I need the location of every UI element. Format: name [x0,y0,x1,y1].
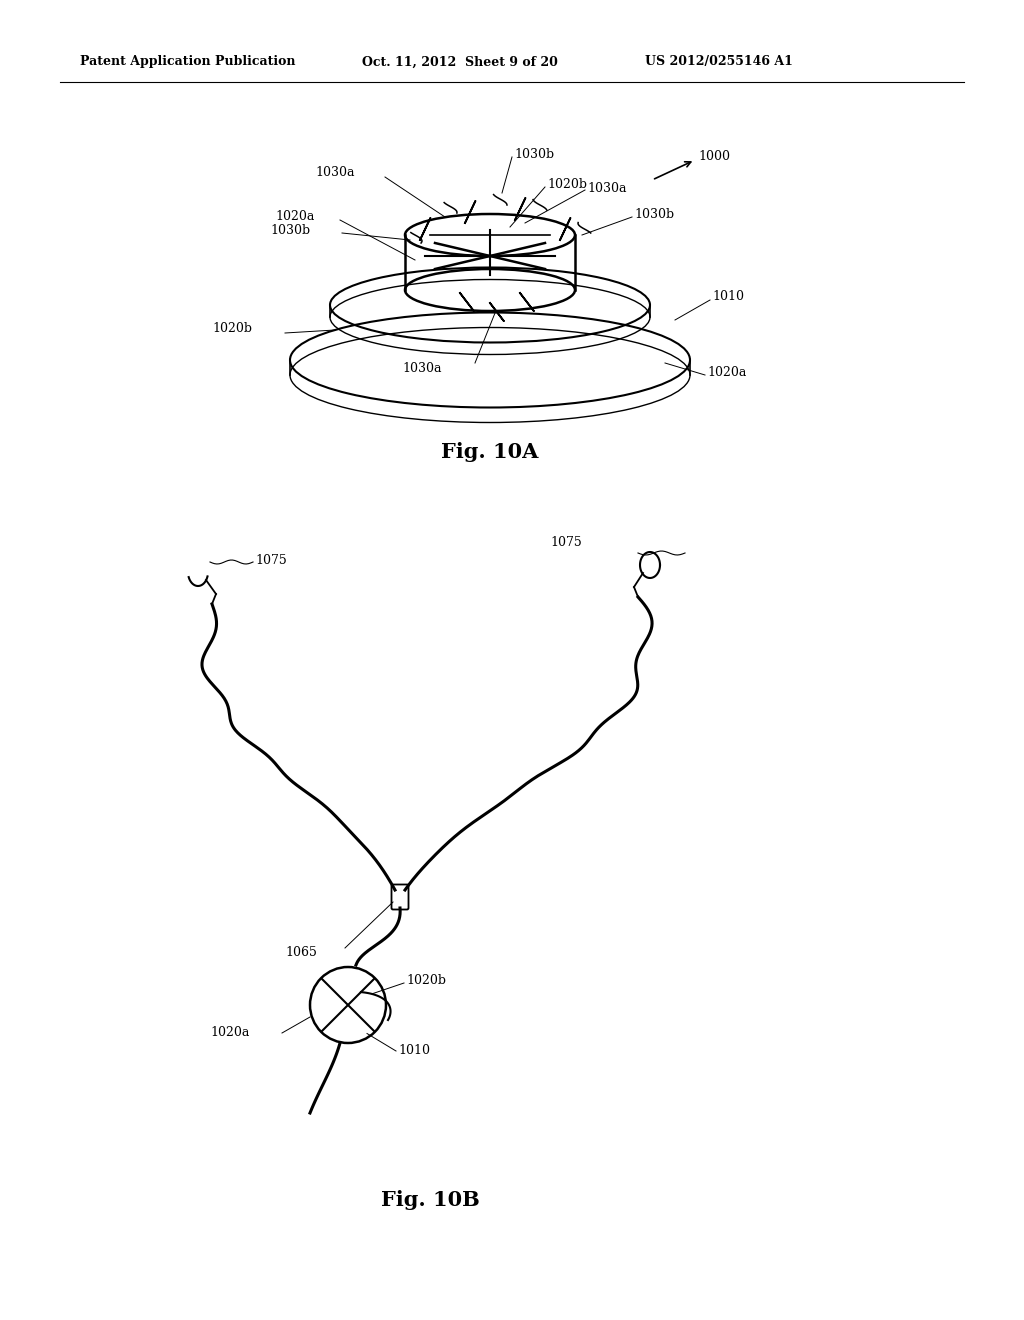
Text: 1020a: 1020a [275,210,314,223]
Text: 1030a: 1030a [587,181,627,194]
Text: Fig. 10A: Fig. 10A [441,442,539,462]
Text: 1075: 1075 [550,536,582,549]
Text: 1020a: 1020a [210,1027,250,1040]
Text: 1030a: 1030a [402,362,441,375]
Text: Patent Application Publication: Patent Application Publication [80,55,296,69]
Text: 1020b: 1020b [406,974,446,987]
Text: 1000: 1000 [698,150,730,164]
Text: US 2012/0255146 A1: US 2012/0255146 A1 [645,55,793,69]
Text: 1030b: 1030b [634,209,674,222]
Text: 1020b: 1020b [547,178,587,191]
Text: Oct. 11, 2012  Sheet 9 of 20: Oct. 11, 2012 Sheet 9 of 20 [362,55,558,69]
Text: 1030a: 1030a [315,166,354,180]
Text: 1020a: 1020a [707,367,746,380]
Text: 1030b: 1030b [514,148,554,161]
Text: 1010: 1010 [398,1044,430,1057]
Text: 1030b: 1030b [270,223,310,236]
Text: Fig. 10B: Fig. 10B [381,1191,479,1210]
Text: 1020b: 1020b [212,322,252,335]
Text: 1075: 1075 [255,553,287,566]
Text: 1065: 1065 [285,946,316,960]
Text: 1010: 1010 [712,290,744,304]
